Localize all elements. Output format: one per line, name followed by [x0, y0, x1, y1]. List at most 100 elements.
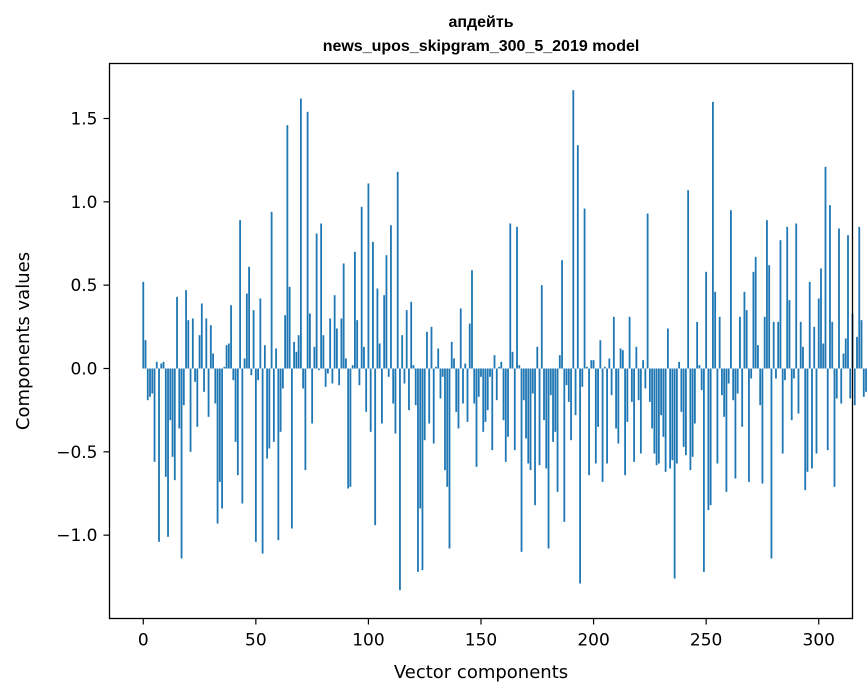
- bar: [865, 368, 867, 392]
- bar: [171, 368, 174, 457]
- bar: [270, 211, 273, 369]
- bar: [862, 368, 865, 397]
- bar: [662, 368, 665, 437]
- bar: [311, 368, 314, 424]
- bar: [576, 145, 579, 369]
- bar: [367, 183, 370, 369]
- bar: [502, 368, 505, 421]
- bar: [396, 171, 399, 369]
- bar: [635, 346, 638, 369]
- bar: [225, 345, 228, 369]
- bar: [642, 360, 645, 369]
- bar: [599, 340, 602, 369]
- bar: [790, 368, 793, 421]
- bar: [221, 368, 223, 509]
- bar: [167, 368, 169, 537]
- bar: [570, 368, 572, 441]
- bar: [689, 368, 692, 471]
- bar: [815, 368, 818, 454]
- bar: [669, 368, 672, 469]
- bar: [365, 368, 368, 412]
- bar: [691, 368, 694, 457]
- bar: [554, 368, 557, 432]
- bar: [158, 368, 160, 542]
- bar: [748, 368, 750, 482]
- bar: [320, 223, 323, 369]
- bar: [486, 368, 489, 411]
- bar: [315, 233, 318, 369]
- bar: [545, 368, 548, 469]
- bar: [493, 355, 496, 369]
- bar: [660, 368, 663, 416]
- bar: [849, 368, 852, 399]
- bar: [239, 220, 241, 369]
- bar: [723, 368, 726, 417]
- bar: [176, 296, 178, 369]
- y-tick-label: 0.5: [70, 276, 97, 296]
- bar: [847, 235, 849, 369]
- bar: [372, 241, 374, 369]
- bar: [842, 353, 845, 369]
- bar: [775, 368, 777, 379]
- bar: [529, 368, 532, 471]
- bar: [637, 368, 640, 401]
- bar: [513, 368, 516, 451]
- bar: [784, 368, 786, 381]
- bar: [844, 338, 847, 369]
- y-axis-label: Components values: [13, 252, 34, 430]
- bar: [254, 368, 257, 542]
- bar: [684, 368, 687, 456]
- bar: [831, 321, 834, 369]
- bar: [628, 316, 631, 369]
- bar: [142, 281, 145, 369]
- bar: [257, 368, 259, 381]
- bar: [675, 368, 678, 464]
- bar: [538, 368, 541, 466]
- bar: [543, 368, 545, 421]
- bar: [295, 351, 298, 369]
- bar: [606, 368, 608, 464]
- bar: [419, 368, 422, 509]
- bar: [736, 368, 739, 394]
- bar: [516, 226, 518, 369]
- bar: [473, 368, 476, 404]
- bar: [797, 368, 800, 414]
- bar: [245, 293, 248, 369]
- bar: [540, 285, 543, 369]
- bar: [338, 368, 341, 386]
- bar: [178, 368, 181, 429]
- bar: [860, 320, 863, 369]
- bar: [709, 368, 712, 506]
- bar: [682, 368, 685, 447]
- bar: [299, 98, 302, 369]
- bar: [180, 368, 183, 559]
- bar: [590, 360, 593, 369]
- bar: [565, 368, 568, 386]
- bar: [196, 368, 199, 427]
- bar: [856, 336, 858, 369]
- bar: [795, 223, 798, 369]
- bar: [385, 255, 388, 369]
- bar: [732, 368, 735, 401]
- bar: [853, 368, 856, 406]
- bar: [383, 295, 386, 369]
- bar: [162, 361, 165, 369]
- bar: [781, 368, 784, 454]
- bar: [813, 326, 816, 369]
- bar: [518, 365, 521, 369]
- y-tick-label: 1.0: [70, 193, 97, 213]
- bar: [414, 368, 417, 406]
- y-tick-label: −0.5: [56, 443, 97, 463]
- bar: [520, 368, 523, 552]
- bar: [155, 361, 158, 369]
- bar: [657, 368, 660, 464]
- bar: [833, 368, 836, 487]
- bar: [243, 358, 246, 369]
- bar: [504, 368, 507, 462]
- bar: [687, 190, 690, 369]
- bar: [144, 340, 147, 369]
- bar: [840, 368, 843, 404]
- bar: [290, 368, 293, 529]
- bar: [644, 368, 647, 389]
- bar: [712, 101, 714, 369]
